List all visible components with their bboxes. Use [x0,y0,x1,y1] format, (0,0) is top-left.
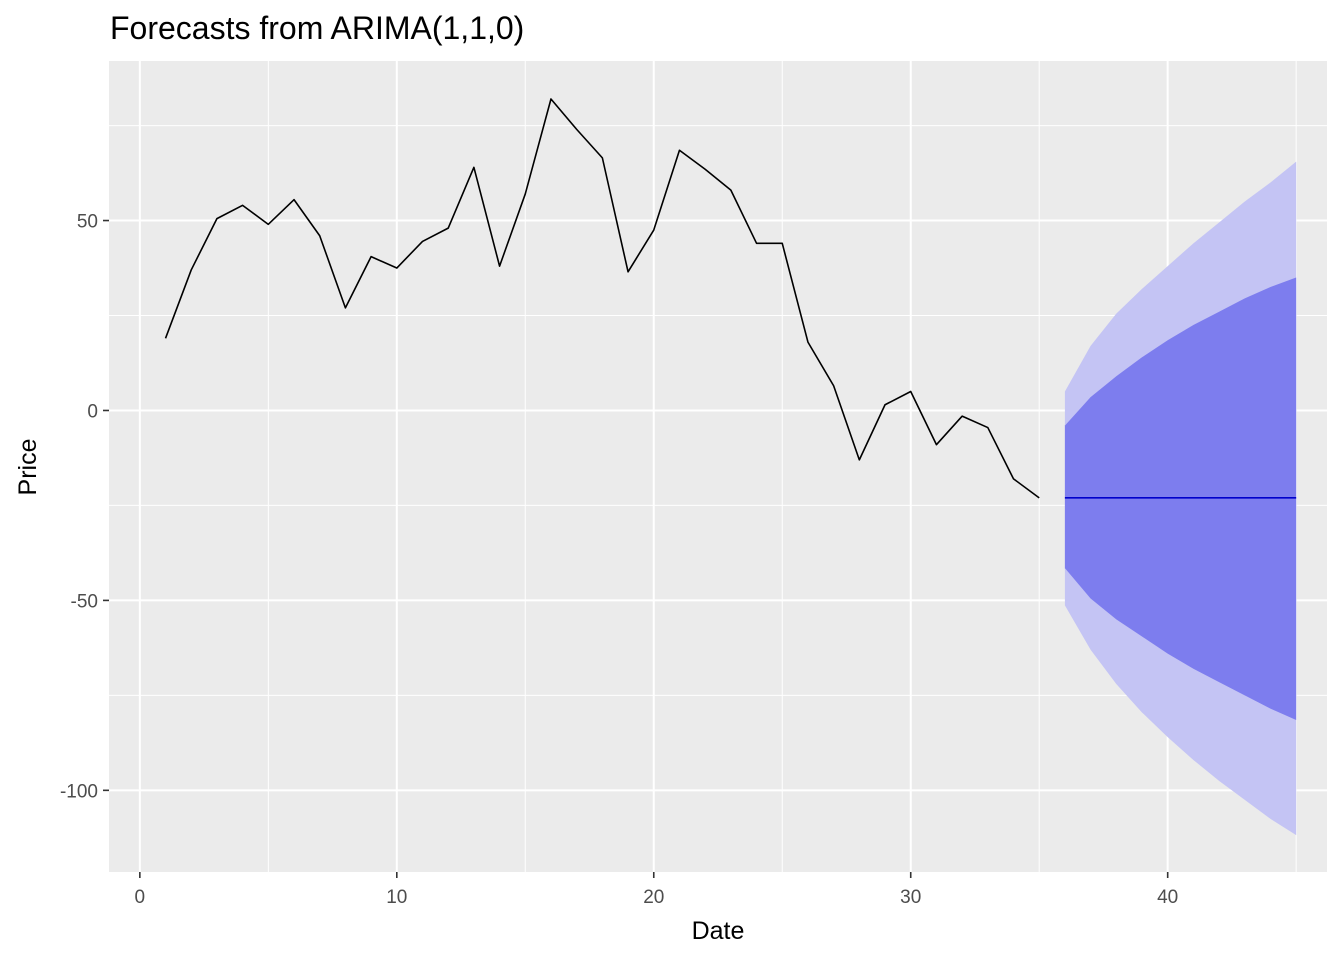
y-tick-label: -100 [60,781,98,802]
y-tick-label: 50 [77,212,98,233]
x-axis-title: Date [692,917,745,945]
x-tick-label: 20 [643,887,664,908]
observed-series-line [164,98,1040,499]
x-tick-label: 10 [386,887,407,908]
y-tick-label: 0 [87,401,98,422]
y-tick-label: -50 [71,591,98,612]
x-axis: 0 10 20 30 40 [135,872,1178,908]
x-tick-label: 40 [1157,887,1178,908]
x-tick-label: 0 [135,887,146,908]
y-axis: -100 -50 0 50 [60,212,109,802]
interval-band-80 [1064,277,1297,721]
y-axis-title: Price [14,439,42,496]
chart-title: Forecasts from ARIMA(1,1,0) [110,10,525,46]
series-lines [164,98,1297,499]
x-tick-label: 30 [900,887,921,908]
